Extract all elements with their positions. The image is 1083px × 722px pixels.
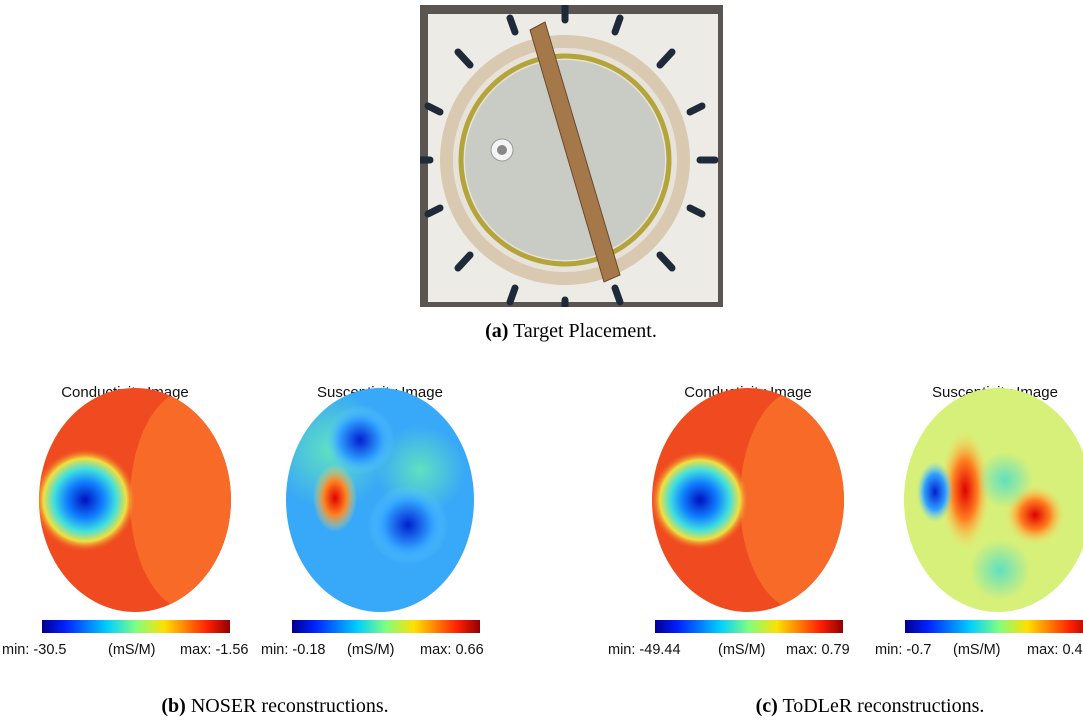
caption-label: (a)	[485, 320, 508, 342]
colorbar	[42, 620, 230, 633]
caption-label: (c)	[756, 695, 778, 717]
susceptivity-map	[900, 380, 1083, 620]
colorbar-unit: (mS/M)	[108, 642, 156, 658]
photo	[420, 5, 723, 312]
caption-text: NOSER reconstructions.	[191, 695, 389, 717]
colorbar-max: max: 0.47	[1027, 642, 1083, 658]
colorbar-min: min: -0.18	[261, 642, 325, 658]
colorbar-max: max: -1.56	[180, 642, 249, 658]
colorbar-min: min: -0.7	[875, 642, 931, 658]
caption-b: (b) NOSER reconstructions.	[161, 695, 388, 717]
figure: (a) Target Placement. Conductivity Image…	[0, 0, 1083, 722]
colorbar-unit: (mS/M)	[347, 642, 395, 658]
colorbar-max: max: 0.66	[420, 642, 484, 658]
caption-a: (a) Target Placement.	[485, 320, 657, 342]
colorbar-min: min: -30.5	[2, 642, 66, 658]
caption-label: (b)	[161, 695, 185, 717]
colorbar	[292, 620, 480, 633]
conductivity-map	[645, 380, 860, 620]
colorbar-unit: (mS/M)	[953, 642, 1001, 658]
colorbar-unit: (mS/M)	[718, 642, 766, 658]
colorbar	[905, 620, 1083, 633]
colorbar-min: min: -49.44	[608, 642, 681, 658]
conductivity-map	[30, 380, 250, 620]
caption-text: Target Placement.	[513, 320, 657, 342]
caption-text: ToDLeR reconstructions.	[782, 695, 984, 717]
susceptivity-map	[270, 380, 480, 620]
caption-c: (c) ToDLeR reconstructions.	[756, 695, 985, 717]
colorbar	[655, 620, 843, 633]
colorbar-max: max: 0.79	[786, 642, 850, 658]
